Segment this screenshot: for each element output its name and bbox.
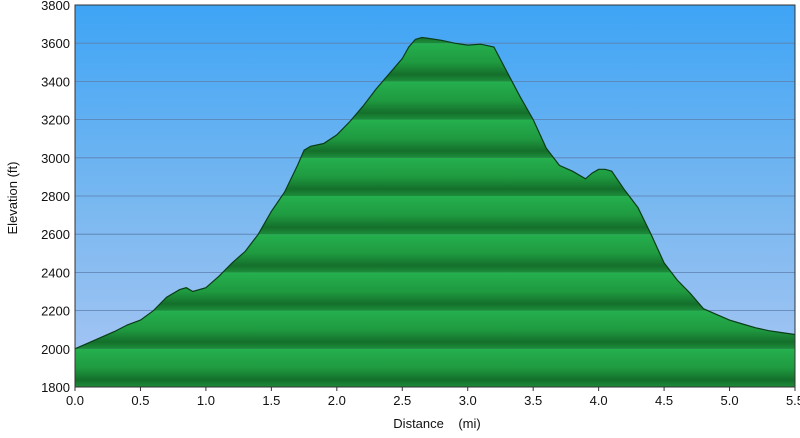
elevation-band [75, 37, 795, 44]
x-tick-label: 4.0 [590, 393, 608, 408]
y-tick-label: 2000 [41, 342, 70, 357]
x-tick-label: 2.0 [328, 393, 346, 408]
x-tick-label: 1.0 [197, 393, 215, 408]
elevation-band [75, 310, 795, 349]
x-tick-label: 0.5 [131, 393, 149, 408]
y-tick-label: 3600 [41, 36, 70, 51]
x-axis-title: Distance (mi) [393, 416, 480, 431]
x-axis-ticks: 0.0 0.5 1.0 1.5 2.0 2.5 3.0 3.5 4.0 4.5 5.0 5.5 [66, 387, 800, 408]
y-tick-label: 3400 [41, 74, 70, 89]
elevation-outline [74, 36, 796, 350]
y-axis-ticks: 1800 2000 2200 2400 2600 2800 3000 3200 3400 3600… [41, 0, 70, 395]
y-tick-label: 1800 [41, 380, 70, 395]
y-tick-label: 3800 [41, 0, 70, 13]
x-tick-label: 3.5 [524, 393, 542, 408]
plot-frame [74, 4, 796, 388]
x-tick-label: 0.0 [66, 393, 84, 408]
y-tick-label: 2400 [41, 265, 70, 280]
x-tick-label: 1.5 [262, 393, 280, 408]
y-tick-label: 2800 [41, 189, 70, 204]
x-tick-label: 3.0 [459, 393, 477, 408]
y-tick-label: 2600 [41, 227, 70, 242]
elevation-band [75, 348, 795, 387]
y-axis-title: Elevation (ft) [5, 162, 20, 235]
x-tick-label: 5.0 [721, 393, 739, 408]
x-tick-label: 2.5 [393, 393, 411, 408]
y-tick-label: 3000 [41, 151, 70, 166]
y-tick-label: 2200 [41, 304, 70, 319]
x-tick-label: 5.5 [786, 393, 800, 408]
x-tick-label: 4.5 [655, 393, 673, 408]
y-tick-label: 3200 [41, 113, 70, 128]
